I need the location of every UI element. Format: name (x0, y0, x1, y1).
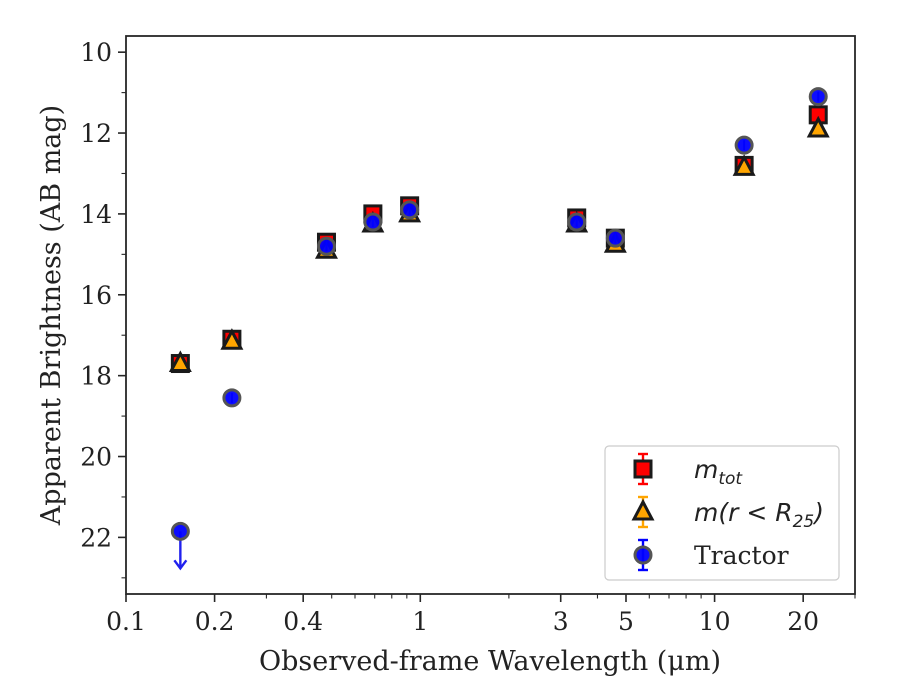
data-point-triangle (168, 350, 192, 373)
data-point-circle (605, 228, 625, 248)
upper-limit-point (170, 521, 190, 541)
x-axis-label: Observed-frame Wavelength (μm) (259, 646, 721, 677)
x-tick-label: 3 (553, 607, 569, 636)
legend: mtot m(r < R25) Tractor (604, 445, 840, 581)
x-tick-label: 0.1 (106, 607, 146, 636)
data-point-circle (363, 212, 383, 232)
data-marks (168, 87, 830, 571)
legend-marker-circle (633, 545, 653, 565)
y-tick-label: 12 (80, 119, 112, 148)
legend-marker-triangle (631, 498, 655, 521)
plot-frame (125, 35, 856, 595)
series-triangle (168, 115, 830, 373)
data-point-circle (808, 87, 828, 107)
y-tick-label: 16 (80, 281, 112, 310)
x-axis-ticks: 0.1 0.2 0.4 1 3 5 10 20 (106, 594, 856, 636)
data-point-circle (400, 200, 420, 220)
y-tick-label: 20 (80, 443, 112, 472)
y-tick-label: 14 (80, 200, 112, 229)
y-tick-label: 18 (80, 362, 112, 391)
series-circle (222, 87, 828, 408)
legend-label: m(r < R25) (694, 498, 824, 532)
data-point-triangle (732, 154, 756, 176)
legend-marker-square (633, 459, 653, 479)
data-point-circle (316, 236, 336, 256)
y-tick-label: 22 (80, 523, 112, 552)
series-square (170, 105, 828, 374)
upper-limit-arrow-head (173, 559, 188, 571)
x-tick-label: 20 (787, 607, 819, 636)
data-point-triangle (806, 115, 830, 138)
x-tick-label: 1 (412, 607, 428, 636)
x-tick-label: 5 (618, 607, 634, 636)
y-tick-label: 10 (80, 38, 112, 67)
upper-limit (170, 521, 190, 571)
data-point-circle (567, 212, 587, 232)
plot-area (125, 35, 856, 595)
y-axis-label: Apparent Brightness (AB mag) (36, 105, 67, 526)
x-tick-label: 0.2 (195, 607, 235, 636)
legend-box (604, 445, 840, 581)
legend-label: Tractor (694, 541, 789, 570)
data-point-circle (734, 135, 754, 155)
legend-label: mtot (694, 455, 743, 489)
data-point-triangle (220, 328, 244, 350)
data-point-circle (222, 388, 242, 408)
y-axis-ticks: 10 12 14 16 18 20 22 (80, 38, 126, 579)
x-tick-label: 0.4 (283, 607, 323, 636)
x-tick-label: 10 (699, 607, 731, 636)
